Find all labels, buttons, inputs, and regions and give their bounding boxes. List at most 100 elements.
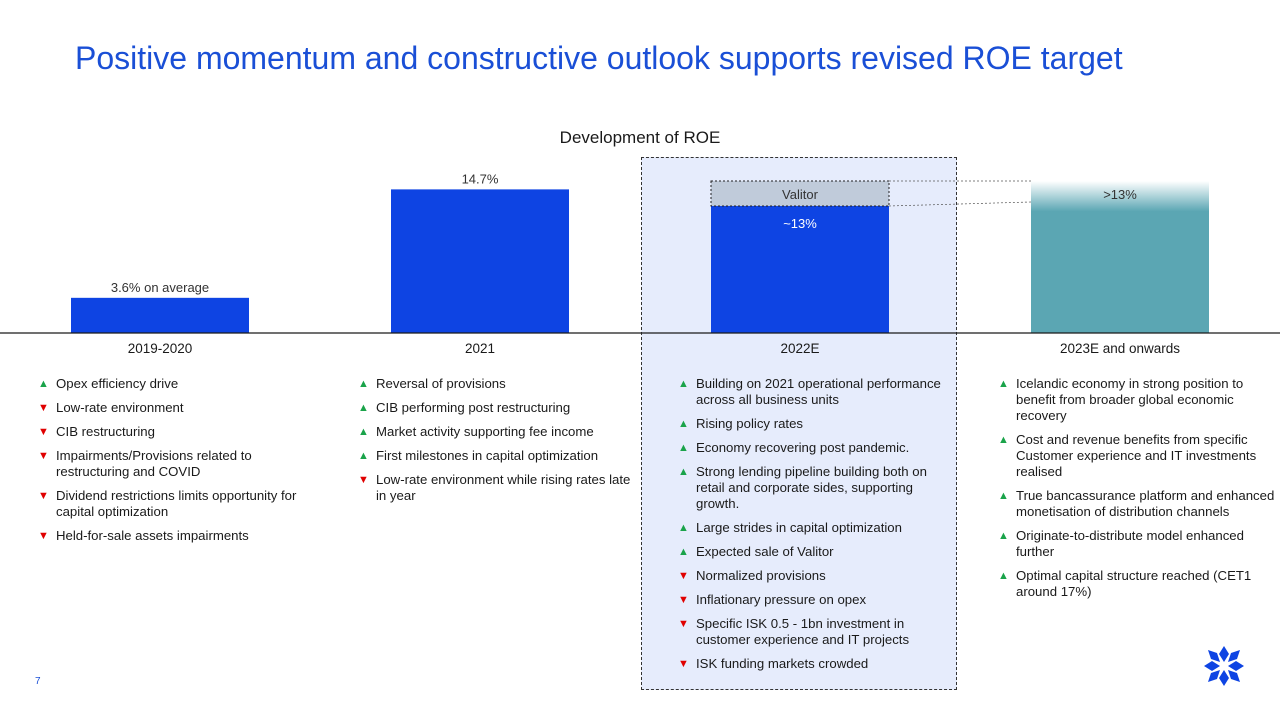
up-triangle-icon: ▲ xyxy=(998,490,1009,502)
up-triangle-icon: ▲ xyxy=(678,546,689,558)
down-triangle-icon: ▼ xyxy=(38,490,49,502)
bullet-text: Building on 2021 operational performance… xyxy=(696,376,941,407)
up-triangle-icon: ▲ xyxy=(358,402,369,414)
data-label-0: 3.6% on average xyxy=(111,280,209,295)
roe-bar-chart: 3.6% on average 14.7% Valitor ~13% >13% xyxy=(0,171,1280,334)
list-item: ▼ Specific ISK 0.5 - 1bn investment in cu… xyxy=(678,616,958,648)
list-item: ▲ Large strides in capital optimization xyxy=(678,520,958,536)
list-item: ▼ Low-rate environment while rising rates… xyxy=(358,472,638,504)
up-triangle-icon: ▲ xyxy=(358,450,369,462)
bullet-text: Economy recovering post pandemic. xyxy=(696,440,910,455)
up-triangle-icon: ▲ xyxy=(998,570,1009,582)
list-item: ▲ Economy recovering post pandemic. xyxy=(678,440,958,456)
list-item: ▲ Rising policy rates xyxy=(678,416,958,432)
list-item: ▲ Strong lending pipeline building both o… xyxy=(678,464,958,512)
down-triangle-icon: ▼ xyxy=(678,570,689,582)
bullet-text: Held-for-sale assets impairments xyxy=(56,528,249,543)
data-label-1: 14.7% xyxy=(462,171,499,186)
list-item: ▲ Icelandic economy in strong position to… xyxy=(998,376,1278,424)
bullet-text: Large strides in capital optimization xyxy=(696,520,902,535)
up-triangle-icon: ▲ xyxy=(358,426,369,438)
up-triangle-icon: ▲ xyxy=(998,378,1009,390)
bullet-list: ▲ Reversal of provisions ▲ CIB performing p… xyxy=(358,376,638,504)
page-title: Positive momentum and constructive outlo… xyxy=(75,40,1123,76)
down-triangle-icon: ▼ xyxy=(38,530,49,542)
down-triangle-icon: ▼ xyxy=(678,618,689,630)
list-item: ▲ True bancassurance platform and enhance… xyxy=(998,488,1278,520)
bullet-list: ▲ Building on 2021 operational performanc… xyxy=(678,376,958,672)
bullet-text: Low-rate environment while rising rates … xyxy=(376,472,631,503)
bullet-text: True bancassurance platform and enhanced… xyxy=(1016,488,1275,519)
list-item: ▼ CIB restructuring xyxy=(38,424,318,440)
data-label-3: >13% xyxy=(1103,187,1137,202)
down-triangle-icon: ▼ xyxy=(38,450,49,462)
category-label: 2019-2020 xyxy=(127,341,193,356)
up-triangle-icon: ▲ xyxy=(998,530,1009,542)
down-triangle-icon: ▼ xyxy=(678,594,689,606)
bullet-text: Originate-to-distribute model enhanced f… xyxy=(1016,528,1244,559)
bullet-text: Normalized provisions xyxy=(696,568,826,583)
data-label-2: ~13% xyxy=(783,216,817,231)
list-item: ▲ Optimal capital structure reached (CET1… xyxy=(998,568,1278,600)
page-number: 7 xyxy=(35,676,41,687)
up-triangle-icon: ▲ xyxy=(678,442,689,454)
list-item: ▲ Market activity supporting fee income xyxy=(358,424,638,440)
bullet-text: Reversal of provisions xyxy=(376,376,506,391)
column-1: 2021 ▲ Reversal of provisions ▲ CIB performi… xyxy=(358,340,638,512)
list-item: ▲ First milestones in capital optimizatio… xyxy=(358,448,638,464)
bullet-text: Inflationary pressure on opex xyxy=(696,592,867,607)
list-item: ▼ Low-rate environment xyxy=(38,400,318,416)
list-item: ▼ Impairments/Provisions related to restr… xyxy=(38,448,318,480)
bullet-text: Optimal capital structure reached (CET1 … xyxy=(1016,568,1252,599)
category-label: 2022E xyxy=(780,341,820,356)
up-triangle-icon: ▲ xyxy=(358,378,369,390)
down-triangle-icon: ▼ xyxy=(38,426,49,438)
list-item: ▲ CIB performing post restructuring xyxy=(358,400,638,416)
bullet-text: CIB performing post restructuring xyxy=(376,400,571,415)
up-triangle-icon: ▲ xyxy=(678,522,689,534)
category-label: 2023E and onwards xyxy=(1059,341,1181,356)
column-0: 2019-2020 ▲ Opex efficiency drive ▼ Low-rate… xyxy=(38,340,318,552)
bullet-text: Cost and revenue benefits from specific … xyxy=(1016,432,1257,479)
bullet-list: ▲ Icelandic economy in strong position to… xyxy=(998,376,1278,600)
list-item: ▼ Inflationary pressure on opex xyxy=(678,592,958,608)
list-item: ▼ Normalized provisions xyxy=(678,568,958,584)
bullet-text: First milestones in capital optimization xyxy=(376,448,599,463)
bullet-text: Dividend restrictions limits opportunity… xyxy=(56,488,297,519)
bar-2 xyxy=(711,205,889,333)
list-item: ▼ ISK funding markets crowded xyxy=(678,656,958,672)
down-triangle-icon: ▼ xyxy=(38,402,49,414)
bullet-text: Low-rate environment xyxy=(56,400,184,415)
valitor-label: Valitor xyxy=(782,187,819,202)
bar-valitor xyxy=(710,180,890,207)
bullet-text: Expected sale of Valitor xyxy=(696,544,834,559)
list-item: ▲ Building on 2021 operational performanc… xyxy=(678,376,958,408)
list-item: ▲ Expected sale of Valitor xyxy=(678,544,958,560)
bullet-text: ISK funding markets crowded xyxy=(696,656,869,671)
bar-1 xyxy=(391,189,569,333)
up-triangle-icon: ▲ xyxy=(678,418,689,430)
list-item: ▲ Reversal of provisions xyxy=(358,376,638,392)
bullet-text: CIB restructuring xyxy=(56,424,155,439)
up-triangle-icon: ▲ xyxy=(678,466,689,478)
bullet-text: Opex efficiency drive xyxy=(56,376,179,391)
bullet-text: Rising policy rates xyxy=(696,416,804,431)
column-2: 2022E ▲ Building on 2021 operational perfo… xyxy=(678,340,958,680)
column-3: 2023E and onwards ▲ Icelandic economy in s… xyxy=(998,340,1278,608)
chart-title: Development of ROE xyxy=(559,128,721,147)
down-triangle-icon: ▼ xyxy=(358,474,369,486)
bullet-text: Market activity supporting fee income xyxy=(376,424,594,439)
list-item: ▼ Dividend restrictions limits opportunit… xyxy=(38,488,318,520)
category-label: 2021 xyxy=(464,341,496,356)
bullet-text: Strong lending pipeline building both on… xyxy=(696,464,927,511)
bank-star-logo-icon xyxy=(1204,646,1244,686)
bullet-text: Impairments/Provisions related to restru… xyxy=(56,448,252,479)
list-item: ▲ Cost and revenue benefits from specific… xyxy=(998,432,1278,480)
list-item: ▲ Opex efficiency drive xyxy=(38,376,318,392)
up-triangle-icon: ▲ xyxy=(678,378,689,390)
bar-3 xyxy=(1031,180,1209,333)
list-item: ▲ Originate-to-distribute model enhanced … xyxy=(998,528,1278,560)
down-triangle-icon: ▼ xyxy=(678,658,689,670)
bullet-list: ▲ Opex efficiency drive ▼ Low-rate environm… xyxy=(38,376,318,544)
bullet-text: Specific ISK 0.5 - 1bn investment in cus… xyxy=(696,616,910,647)
